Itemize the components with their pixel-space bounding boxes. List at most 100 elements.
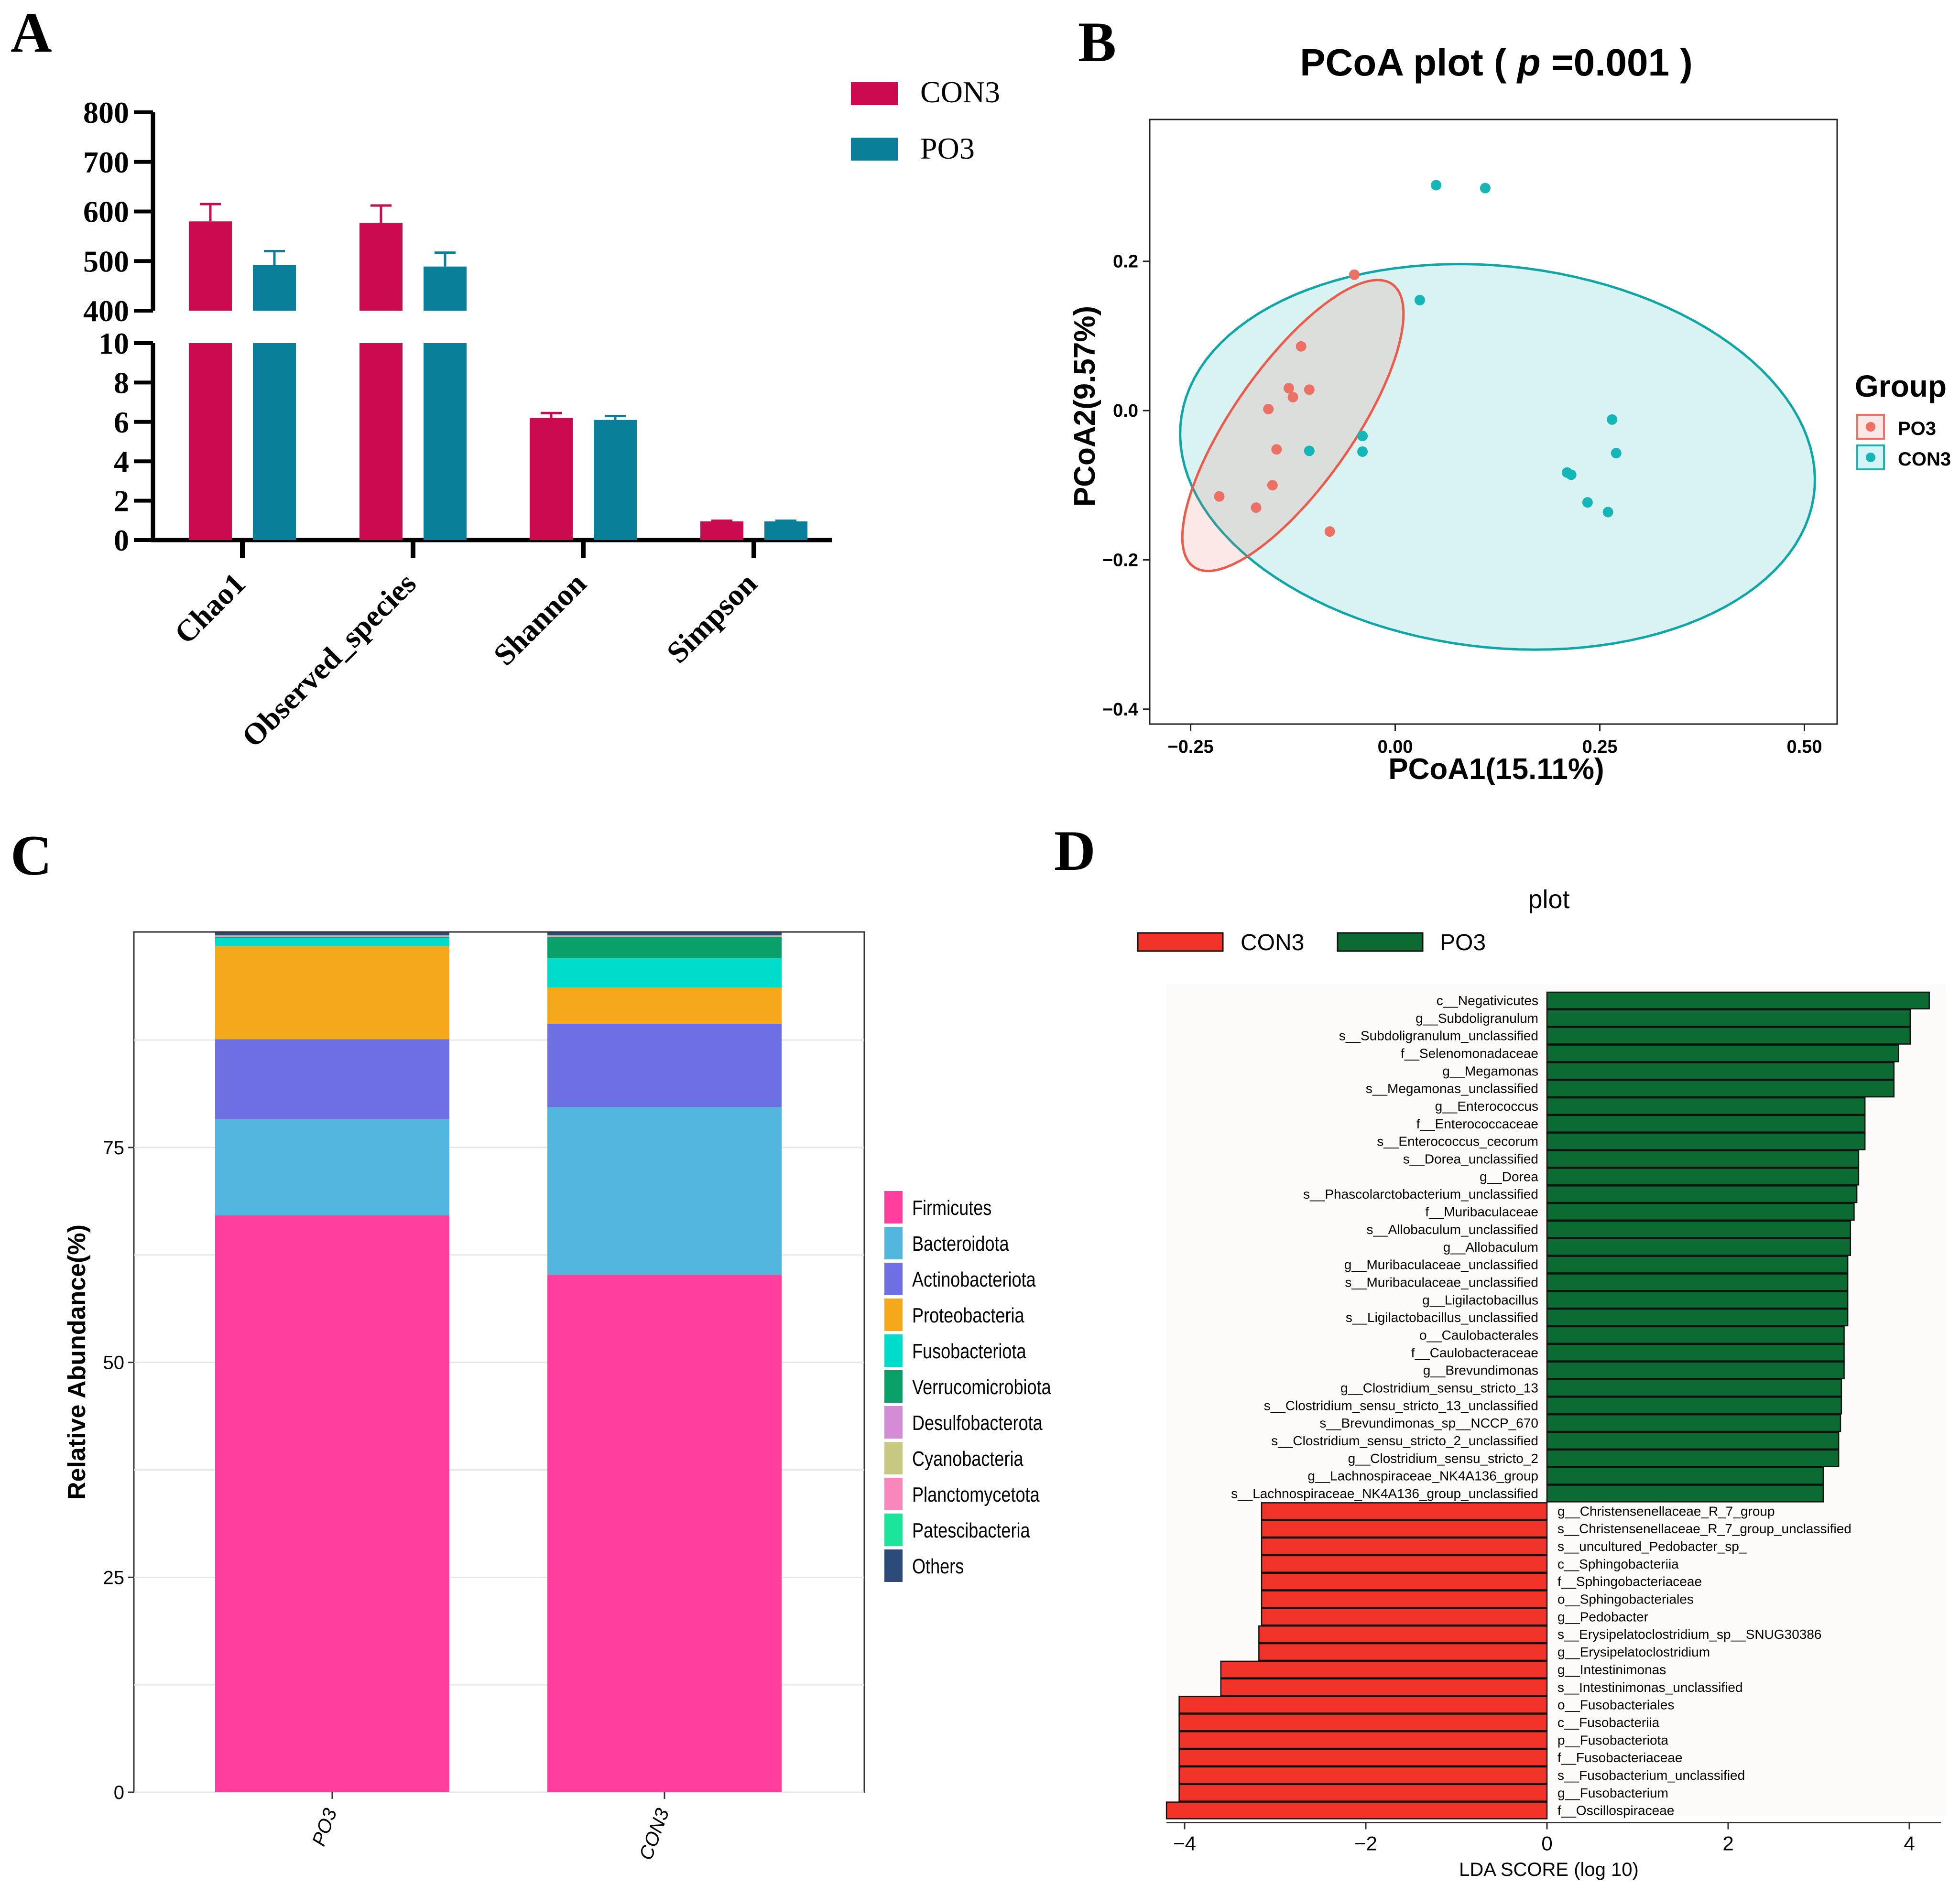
panel-label-c: C [11,823,52,887]
bar-po3-upper [253,265,296,311]
lda-bar-con3 [1165,1801,1548,1819]
legend-swatch-firmicutes [884,1191,903,1224]
stack-patescibacteria [547,935,782,936]
lda-feature-label: g__Ligilactobacillus [1422,1292,1538,1307]
y-tick-label: 75 [103,1137,125,1159]
lda-legend-label-po3: PO3 [1440,930,1486,955]
stack-others [547,932,782,935]
lda-bar-po3 [1546,1009,1911,1027]
point-con3 [1582,497,1593,508]
legend-swatch-others [884,1549,903,1582]
point-po3 [1296,341,1307,352]
lda-feature-label: f__Sphingobacteriaceae [1557,1574,1702,1589]
legend-label-con3-b: CON3 [1898,449,1951,470]
y-tick-label-lower: 6 [114,405,129,439]
lda-bar-con3 [1261,1519,1548,1538]
legend-dot-con3 [1866,453,1875,462]
panel-label-a: A [11,0,52,64]
lda-bar-po3 [1546,1361,1845,1379]
lda-feature-label: f__Oscillospiraceae [1557,1803,1674,1818]
legend-label-verrucomicrobiota: Verrucomicrobiota [912,1375,1051,1399]
lda-feature-label: g__Dorea [1480,1169,1538,1184]
lda-feature-label: f__Muribaculaceae [1425,1204,1538,1219]
pcoa-ylabel: PCoA2(9.57%) [1068,306,1101,507]
point-con3 [1611,448,1622,459]
lda-bar-po3 [1546,1308,1849,1327]
abundance-ylabel: Relative Abundance(%) [63,1224,91,1500]
lda-feature-label: g__Clostridium_sensu_stricto_13 [1340,1380,1538,1395]
lda-bar-po3 [1546,991,1930,1010]
lda-feature-label: g__Enterococcus [1435,1099,1538,1114]
y-tick-label: −0.2 [1102,550,1138,570]
lda-bar-po3 [1546,1062,1895,1080]
stack-proteobacteria [215,946,449,1039]
panel-label-b: B [1078,10,1116,74]
point-po3 [1267,480,1278,491]
legend-swatch-verrucomicrobiota [884,1370,903,1403]
lda-bar-po3 [1546,1202,1855,1221]
lda-bar-po3 [1546,1238,1851,1256]
lda-feature-label: p__Fusobacteriota [1557,1732,1668,1747]
y-tick-label: 0.2 [1113,252,1138,272]
point-po3 [1214,491,1225,502]
lda-bar-con3 [1220,1678,1548,1696]
ellipse-con3 [1179,262,1816,651]
lefse-lda-chart: plot CON3 PO3 c__Negativicutes g__Subdoli… [1137,885,1946,1880]
lda-bar-con3 [1258,1625,1548,1644]
bar-po3-lower [424,343,467,540]
lda-feature-label: s__Dorea_unclassified [1403,1152,1538,1167]
lda-bar-po3 [1546,1185,1858,1203]
lda-bar-po3 [1546,1256,1849,1274]
lda-bar-po3 [1546,1132,1866,1150]
lda-bar-po3 [1546,1484,1824,1503]
bar-po3-lower [253,343,296,540]
lda-feature-label: s__Clostridium_sensu_stricto_13_unclassi… [1264,1398,1538,1413]
bar-con3 [700,521,743,540]
legend-swatch-fusobacteriota [884,1334,903,1367]
stack-firmicutes [215,1215,449,1792]
y-tick-label-upper: 800 [83,96,129,130]
lda-feature-label: s__Muribaculaceae_unclassified [1345,1275,1538,1289]
lda-legend-swatch-con3 [1137,932,1224,952]
point-po3 [1284,383,1295,394]
stack-actinobacteriota [215,1039,449,1119]
lda-bar-po3 [1546,1467,1824,1485]
lda-bar-con3 [1178,1731,1548,1749]
x-tick-label: 0 [1541,1832,1552,1854]
lda-feature-label: s__Allobaculum_unclassified [1366,1222,1538,1237]
y-tick-label: 25 [103,1567,125,1588]
point-con3 [1607,414,1618,425]
lda-legend: CON3 PO3 [1137,930,1486,955]
x-tick-label: −2 [1354,1832,1377,1854]
lda-feature-label: s__Erysipelatoclostridium_sp__SNUG30386 [1557,1627,1822,1642]
stack-desulfobacterota [547,936,782,937]
lda-bar-con3 [1178,1784,1548,1802]
y-tick-label-lower: 2 [114,484,129,518]
pcoa-title-p: p [1516,41,1541,84]
stack-others [215,932,449,935]
lda-title: plot [1528,885,1569,914]
pcoa-plot: PCoA plot ( p =0.001 ) −0.25 0.00 0.25 0.50… [1068,41,1951,786]
lda-feature-label: g__Intestinimonas [1557,1662,1666,1677]
lda-bar-po3 [1546,1079,1895,1098]
legend-dot-po3 [1866,422,1875,432]
bar-con3 [530,418,573,540]
legend-label-con3: CON3 [920,75,1000,109]
lda-legend-label-con3: CON3 [1241,930,1304,955]
relative-abundance-chart: PO3 CON3 0 25 50 75 Firmicutes Bacteroidota Acti… [63,931,1051,1863]
lda-feature-label: s__Fusobacterium_unclassified [1557,1768,1745,1783]
point-po3 [1271,444,1282,455]
panel-label-d: D [1054,819,1096,882]
lda-feature-label: s__Phascolarctobacterium_unclassified [1303,1187,1538,1202]
stack-patescibacteria [215,935,449,936]
point-po3 [1304,384,1315,395]
point-con3 [1357,446,1368,457]
x-tick-label: 0.50 [1787,737,1822,757]
stack-fusobacteriota [547,958,782,988]
lda-feature-label: s__Intestinimonas_unclassified [1557,1680,1743,1695]
legend-swatch-con3 [851,82,898,105]
y-tick-label-lower: 4 [114,444,129,478]
lda-bar-po3 [1546,1097,1866,1115]
stack-bacteroidota [547,1107,782,1275]
y-tick-label: 0 [114,1782,124,1803]
